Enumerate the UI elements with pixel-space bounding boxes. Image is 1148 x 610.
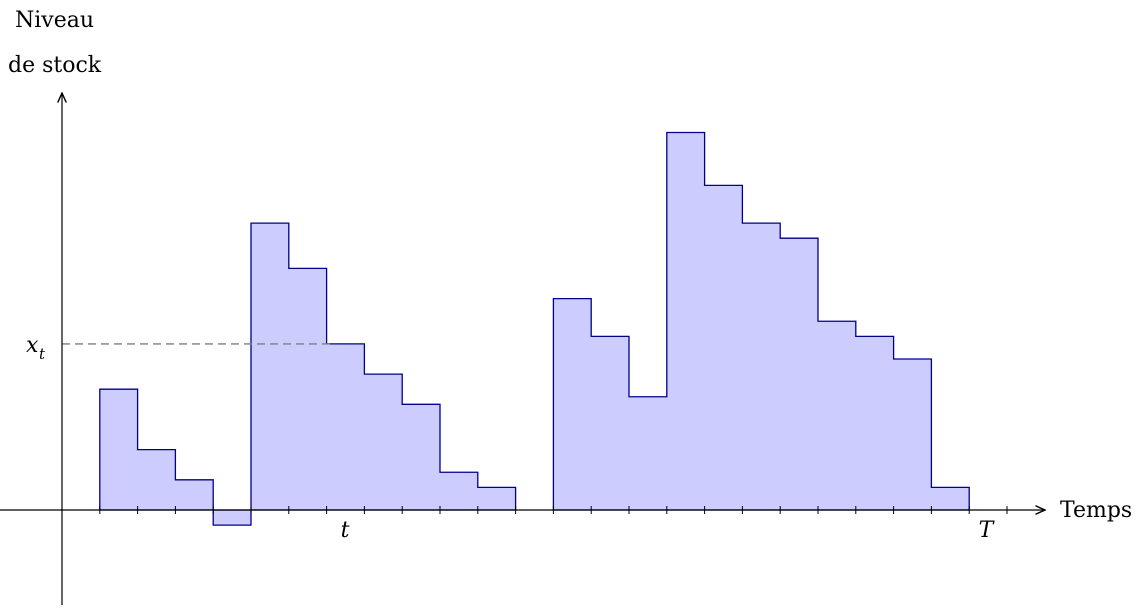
- stock-series-1: [99, 222, 517, 526]
- tick-label-T: T: [979, 518, 996, 543]
- tick-label-t: t: [341, 518, 350, 543]
- stock-series-2: [552, 131, 970, 511]
- reference-level-label: x t: [26, 333, 46, 363]
- y-axis-label-line1: Niveau: [15, 8, 94, 33]
- reference-level-symbol: x: [26, 333, 39, 358]
- series-layer: [99, 131, 970, 526]
- x-axis-label: Temps: [1060, 498, 1132, 523]
- reference-level-subscript: t: [39, 345, 46, 363]
- y-axis-label-line2: de stock: [8, 53, 102, 78]
